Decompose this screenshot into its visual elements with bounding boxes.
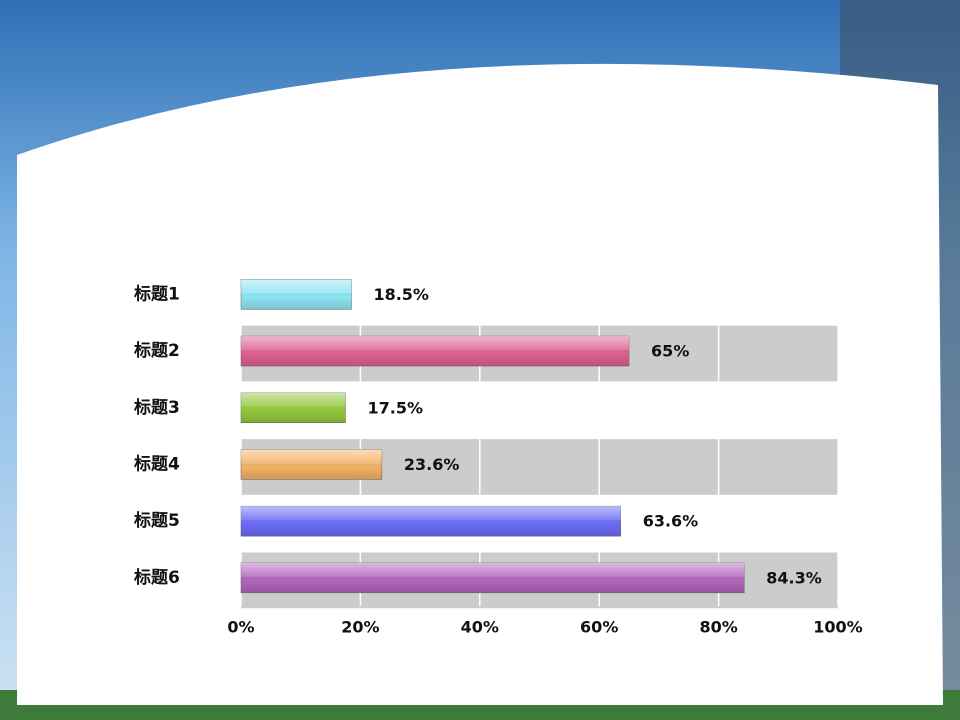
- x-tick-label: 0%: [227, 618, 254, 637]
- x-tick-label: 100%: [813, 618, 862, 637]
- chart: 0% 20% 40% 60% 80% 100% 标题1 18.5% 标题2 65% 标题3 17.5%…: [134, 266, 863, 637]
- bar-gloss: [241, 449, 382, 480]
- y-tick-label: 标题5: [134, 510, 180, 531]
- x-tick-label: 20%: [341, 618, 379, 637]
- y-tick-label: 标题1: [134, 283, 180, 304]
- bar-gloss: [241, 279, 352, 310]
- bar-gloss: [241, 392, 346, 423]
- bar-gloss: [241, 336, 630, 367]
- y-tick-label: 标题3: [134, 397, 180, 418]
- value-label: 65%: [651, 342, 689, 361]
- x-tick-label: 60%: [580, 618, 618, 637]
- y-tick-label: 标题2: [134, 340, 180, 361]
- value-label: 17.5%: [367, 398, 423, 417]
- y-tick-label: 标题4: [134, 453, 180, 474]
- value-label: 23.6%: [404, 455, 460, 474]
- bar-gloss: [241, 506, 621, 537]
- bar-gloss: [241, 562, 745, 593]
- x-tick-label: 80%: [699, 618, 737, 637]
- x-tick-label: 40%: [461, 618, 499, 637]
- y-tick-label: 标题6: [134, 567, 180, 588]
- value-label: 18.5%: [373, 285, 429, 304]
- value-label: 63.6%: [643, 512, 699, 531]
- value-label: 84.3%: [766, 568, 822, 587]
